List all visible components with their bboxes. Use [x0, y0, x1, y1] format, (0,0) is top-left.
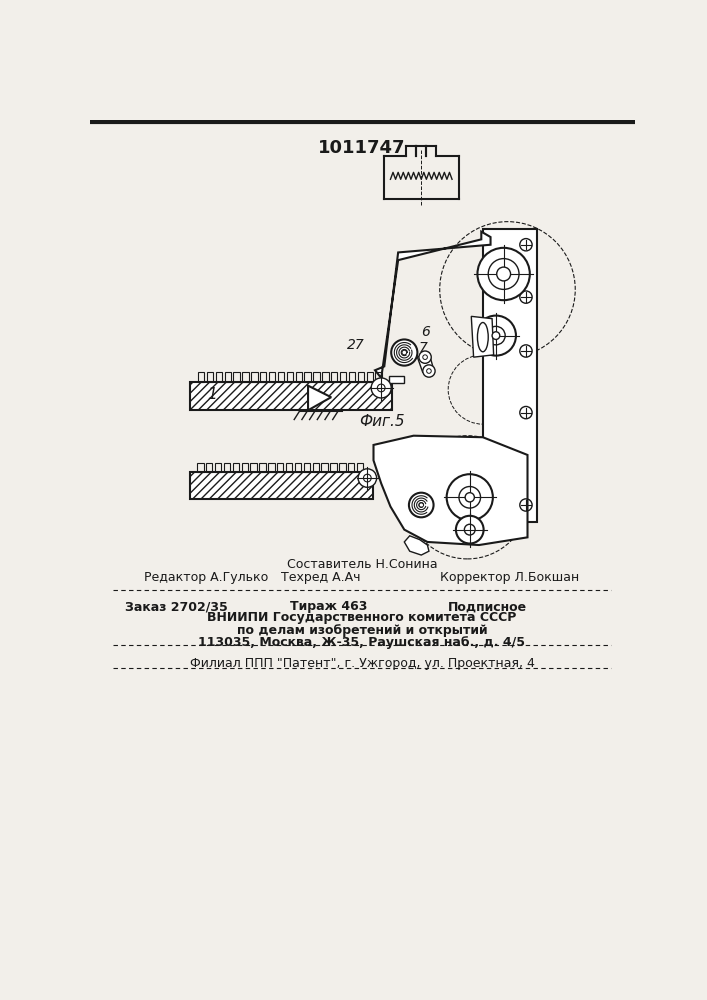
Text: Редактор А.Гулько: Редактор А.Гулько [144, 571, 268, 584]
Text: 6: 6 [421, 325, 430, 339]
Bar [190, 472, 373, 499]
Bar [190, 472, 373, 499]
Text: Техред А.Ач: Техред А.Ач [281, 571, 361, 584]
Text: по делам изобретений и открытий: по делам изобретений и открытий [237, 624, 487, 637]
Polygon shape [483, 229, 537, 522]
Polygon shape [404, 536, 429, 555]
Circle shape [358, 469, 377, 487]
Circle shape [456, 516, 484, 544]
Polygon shape [308, 386, 331, 410]
Text: Тираж 463: Тираж 463 [291, 600, 368, 613]
Circle shape [497, 267, 510, 281]
Circle shape [391, 339, 417, 366]
Bar [190, 382, 392, 410]
Text: Корректор Л.Бокшан: Корректор Л.Бокшан [440, 571, 580, 584]
Text: Составитель Н.Сонина: Составитель Н.Сонина [286, 558, 437, 571]
Circle shape [465, 493, 474, 502]
Text: 27: 27 [347, 338, 365, 352]
Polygon shape [373, 436, 527, 545]
Circle shape [492, 332, 500, 339]
Circle shape [476, 316, 516, 356]
Circle shape [477, 248, 530, 300]
Text: Подписное: Подписное [448, 600, 527, 613]
Circle shape [419, 351, 431, 363]
Polygon shape [472, 316, 493, 357]
Text: 1011747: 1011747 [318, 139, 406, 157]
Polygon shape [417, 353, 433, 373]
Text: Заказ 2702/35: Заказ 2702/35 [125, 600, 228, 613]
Text: Фиг.5: Фиг.5 [360, 414, 405, 429]
Circle shape [447, 474, 493, 520]
Circle shape [409, 493, 433, 517]
Text: 1: 1 [207, 387, 216, 402]
Text: 113035, Москва, Ж-35, Раушская наб., д. 4/5: 113035, Москва, Ж-35, Раушская наб., д. … [199, 636, 525, 649]
Bar [190, 382, 392, 410]
Polygon shape [389, 376, 404, 383]
Text: Филиал ППП "Патент", г. Ужгород, ул. Проектная, 4: Филиал ППП "Патент", г. Ужгород, ул. Про… [189, 657, 534, 670]
Text: ВНИИПИ Государственного комитета СССР: ВНИИПИ Государственного комитета СССР [207, 611, 517, 624]
Circle shape [423, 365, 435, 377]
Circle shape [371, 378, 391, 398]
Polygon shape [375, 232, 491, 378]
Text: 7: 7 [419, 341, 427, 355]
